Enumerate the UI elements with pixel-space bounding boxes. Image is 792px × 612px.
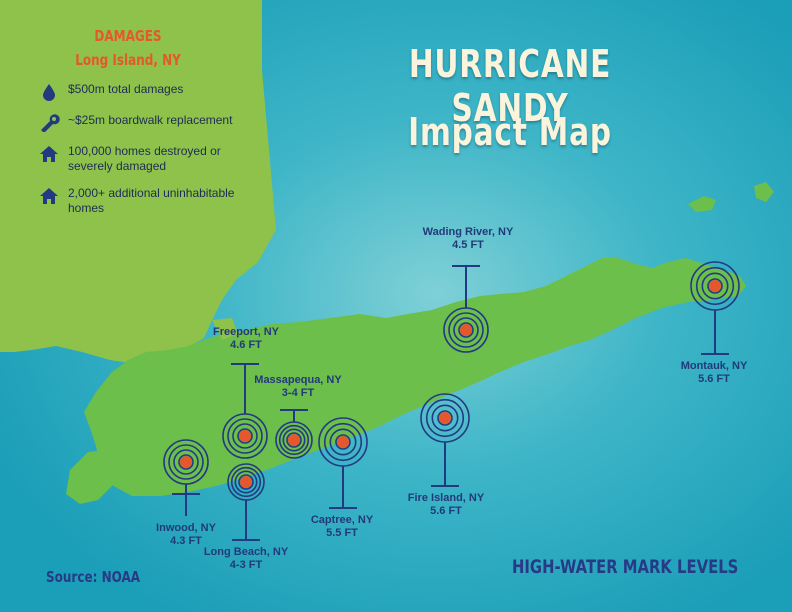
legend-item: 2,000+ additional uninhabitable homes (38, 186, 238, 216)
place-label-freeport: Freeport, NY 4.6 FT (196, 326, 296, 352)
wrench-icon (41, 114, 60, 132)
place-name: Montauk, NY (680, 360, 748, 372)
legend-heading: DAMAGES (94, 27, 162, 45)
target-ring (323, 422, 363, 462)
target-ring (453, 317, 479, 343)
target-ring (227, 463, 265, 501)
high-water-marker (227, 463, 265, 541)
target-ring (282, 428, 306, 452)
target-ring (690, 261, 740, 311)
place-name: Freeport, NY (212, 326, 279, 338)
legend-item: ~$25m boardwalk replacement (38, 113, 238, 132)
map-title-line2: Impact Map (408, 110, 612, 154)
place-level: 4.5 FT (452, 239, 484, 251)
island-small-2 (754, 182, 774, 202)
place-name: Long Beach, NY (203, 546, 289, 558)
place-label-massapequa: Massapequa, NY 3-4 FT (248, 374, 348, 400)
target-ring (437, 410, 453, 426)
legend-item-text: $500m total damages (68, 82, 184, 96)
island-small-1 (688, 196, 716, 212)
place-level: 5.5 FT (326, 527, 358, 539)
shoreline-connector (212, 318, 238, 340)
map-title-line1: HURRICANE SANDY (408, 42, 612, 130)
target-ring (335, 434, 351, 450)
target-center (288, 434, 300, 446)
place-name: Inwood, NY (156, 522, 216, 534)
target-center (460, 324, 472, 336)
high-water-marker (222, 363, 268, 459)
place-level: 5.6 FT (698, 373, 730, 385)
target-ring (329, 428, 357, 456)
target-ring (237, 428, 253, 444)
water-drop-icon (43, 84, 55, 101)
target-center (439, 412, 451, 424)
target-center (337, 436, 349, 448)
target-ring (701, 272, 729, 300)
legend-subheading: Long Island, NY (75, 51, 181, 69)
high-water-marker (318, 417, 368, 509)
mainland (0, 0, 276, 364)
house-icon (40, 188, 58, 204)
target-ring (448, 312, 484, 348)
place-name: Wading River, NY (422, 226, 514, 238)
place-level: 4.3 FT (170, 535, 202, 547)
target-ring (420, 393, 470, 443)
high-water-marker (163, 439, 209, 516)
target-ring (232, 423, 258, 449)
staten-island (66, 450, 118, 504)
target-center (239, 430, 251, 442)
target-ring (458, 322, 474, 338)
high-water-marker (420, 393, 470, 487)
target-ring (275, 421, 313, 459)
target-center (240, 476, 252, 488)
place-label-long-beach: Long Beach, NY 4-3 FT (196, 546, 296, 572)
target-center (709, 280, 721, 292)
legend-item-text: 100,000 homes destroyed or severely dama… (68, 144, 221, 173)
target-ring (707, 278, 723, 294)
target-ring (695, 266, 735, 306)
place-name: Fire Island, NY (407, 492, 485, 504)
place-name: Captree, NY (310, 514, 374, 526)
target-center (180, 456, 192, 468)
target-ring (173, 449, 199, 475)
markers-layer (163, 261, 740, 541)
target-ring (425, 398, 465, 438)
source-note: Source: NOAA (46, 568, 141, 586)
place-name: Massapequa, NY (254, 374, 342, 386)
house-icon (40, 146, 58, 162)
legend-item-text: 2,000+ additional uninhabitable homes (68, 186, 235, 215)
high-water-marker (690, 261, 740, 355)
legend-item: 100,000 homes destroyed or severely dama… (38, 144, 238, 174)
target-ring (278, 424, 310, 456)
target-ring (222, 413, 268, 459)
high-water-marker (275, 409, 313, 459)
high-water-marker (443, 265, 489, 353)
target-ring (227, 418, 263, 454)
place-label-inwood: Inwood, NY 4.3 FT (136, 522, 236, 548)
place-label-captree: Captree, NY 5.5 FT (292, 514, 392, 540)
place-level: 3-4 FT (281, 387, 315, 399)
target-ring (230, 466, 262, 498)
target-ring (431, 404, 459, 432)
target-ring (163, 439, 209, 485)
target-ring (168, 444, 204, 480)
target-ring (178, 454, 194, 470)
place-label-montauk: Montauk, NY 5.6 FT (664, 360, 764, 386)
target-ring (443, 307, 489, 353)
place-label-fire-island: Fire Island, NY 5.6 FT (396, 492, 496, 518)
target-ring (238, 474, 254, 490)
target-ring (234, 470, 258, 494)
place-label-wading-river: Wading River, NY 4.5 FT (418, 226, 518, 252)
legend-item: $500m total damages (38, 82, 238, 101)
legend-item-text: ~$25m boardwalk replacement (68, 113, 233, 127)
map-caption: HIGH-WATER MARK LEVELS (512, 556, 739, 578)
place-level: 4-3 FT (229, 559, 263, 571)
target-ring (286, 432, 302, 448)
damages-legend: DAMAGES Long Island, NY $500m total dama… (38, 24, 238, 216)
target-ring (318, 417, 368, 467)
place-level: 5.6 FT (430, 505, 462, 517)
place-level: 4.6 FT (230, 339, 262, 351)
